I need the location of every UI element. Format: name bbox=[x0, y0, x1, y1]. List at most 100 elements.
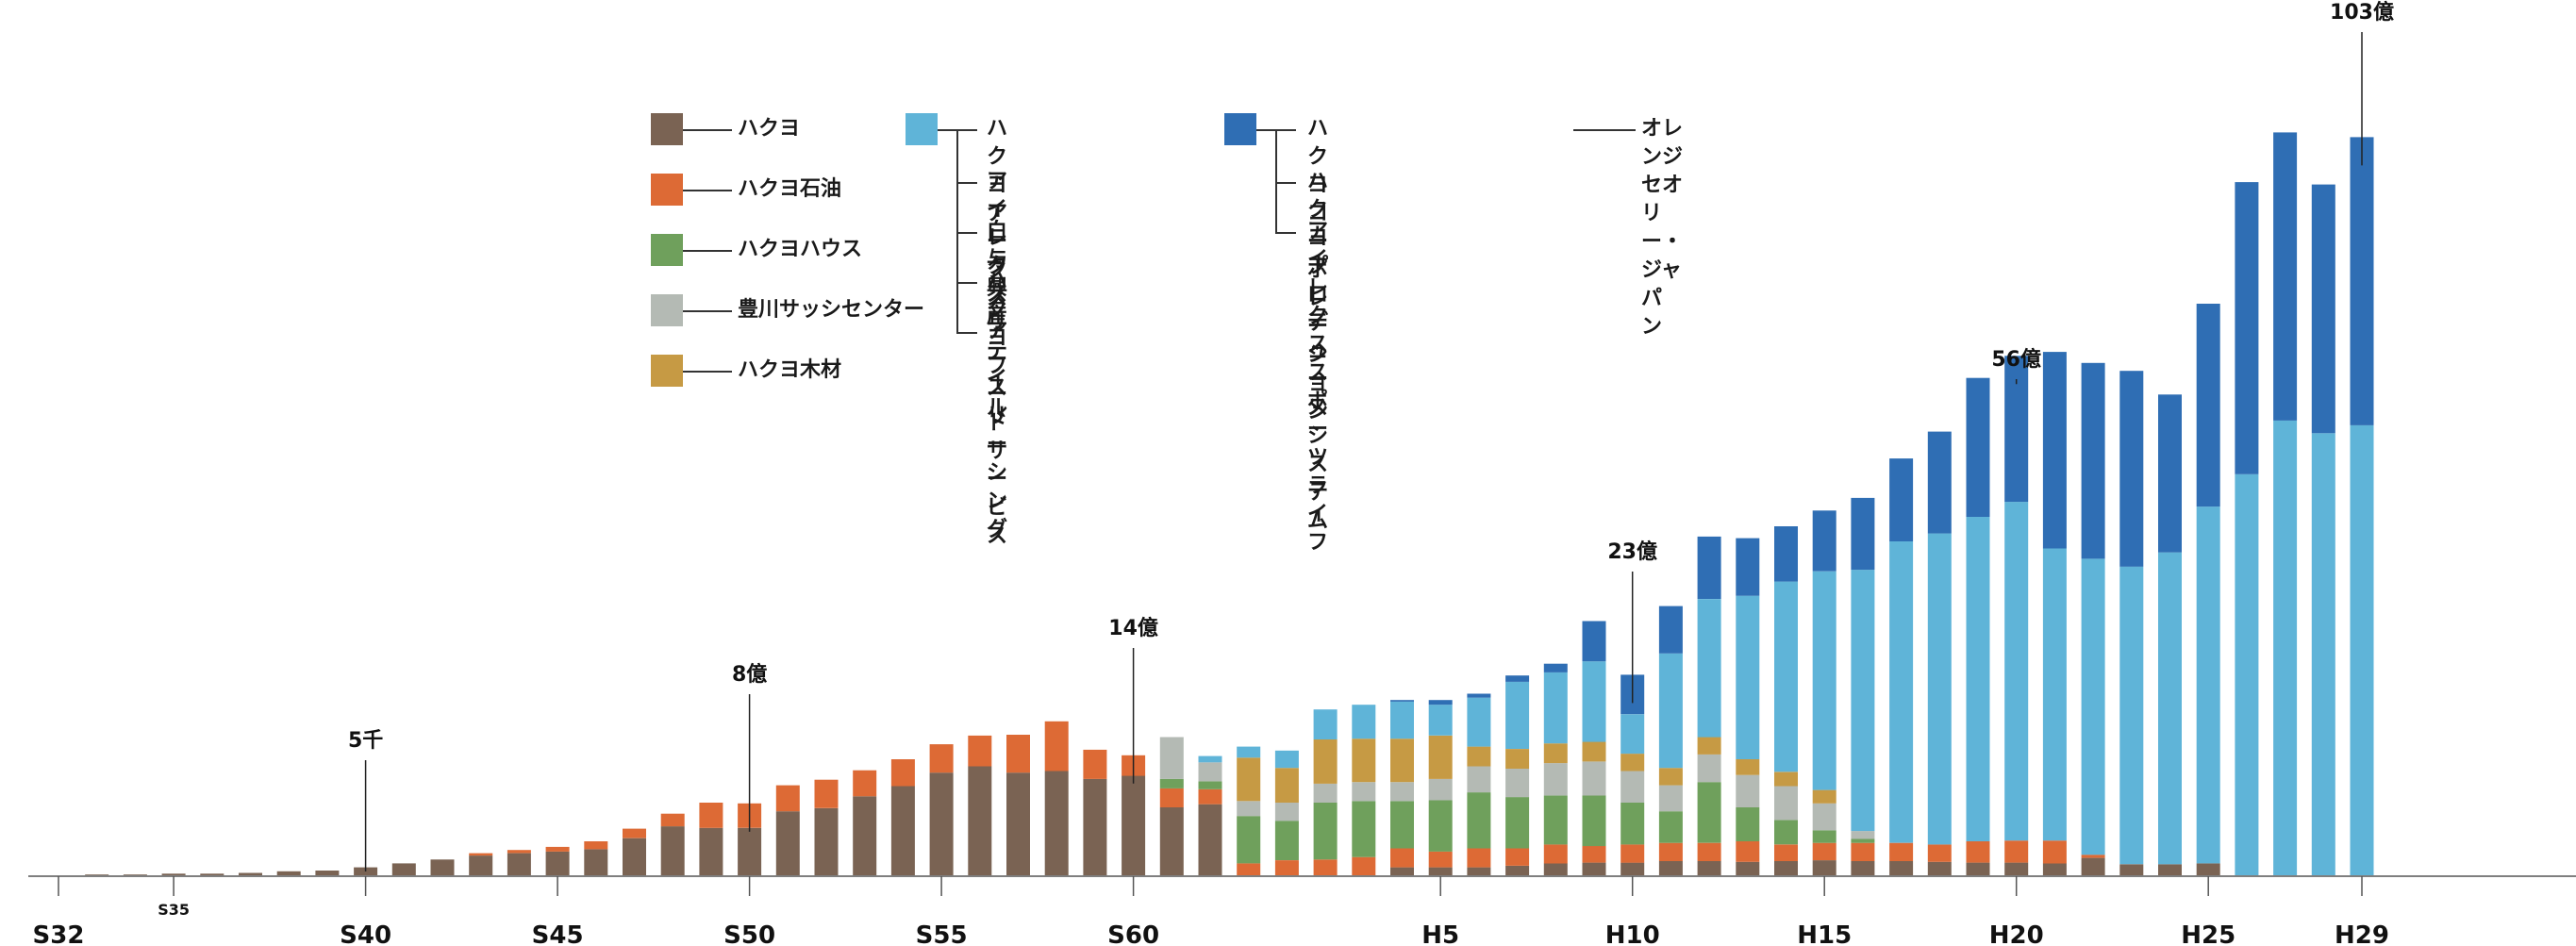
bar-segment-H6-series-6 bbox=[1467, 693, 1491, 698]
legend-label-sub: アースリーシング bbox=[987, 320, 1008, 541]
bar-segment-H19-series-1 bbox=[1966, 841, 1990, 863]
bar-segment-H16-series-2 bbox=[1851, 838, 1875, 843]
bar-segment-H21-series-1 bbox=[2042, 840, 2067, 864]
bar-segment-S34-series-0 bbox=[123, 874, 147, 875]
bar-segment-H24-series-6 bbox=[2158, 394, 2182, 553]
bar-segment-H1-series-4 bbox=[1274, 768, 1299, 803]
bar-segment-H28-series-6 bbox=[2311, 184, 2335, 434]
annotation-label-S50: 8億 bbox=[732, 662, 767, 687]
bar-segment-H8-series-2 bbox=[1543, 795, 1568, 845]
bar-segment-H16-series-6 bbox=[1851, 497, 1875, 571]
bar-segment-H6-series-3 bbox=[1467, 766, 1491, 793]
bar-segment-H20-series-5 bbox=[2004, 502, 2029, 841]
bar-segment-S47-series-0 bbox=[623, 838, 646, 875]
bar-segment-S52-series-0 bbox=[814, 807, 839, 875]
bar-segment-H7-series-1 bbox=[1505, 848, 1530, 866]
bar-segment-S62-series-0 bbox=[1198, 804, 1222, 875]
bar-segment-H12-series-2 bbox=[1697, 782, 1721, 843]
legend-tree-line bbox=[1275, 129, 1277, 233]
bar-segment-H17-series-0 bbox=[1889, 860, 1914, 875]
bar-segment-H4-series-1 bbox=[1390, 848, 1414, 868]
bar-segment-H8-series-6 bbox=[1543, 663, 1568, 672]
legend-label: 豊川サッシセンター bbox=[738, 298, 925, 322]
bar-segment-H15-series-6 bbox=[1812, 510, 1836, 572]
bar-segment-H14-series-4 bbox=[1774, 772, 1798, 787]
bar-segment-H2-series-2 bbox=[1313, 803, 1338, 860]
bar-segment-H11-series-1 bbox=[1658, 842, 1683, 861]
legend-label-sub: 白与興産 bbox=[987, 220, 1008, 328]
bar-segment-H28-series-5 bbox=[2311, 433, 2335, 875]
annotation-label-H20: 56億 bbox=[1991, 347, 2041, 372]
x-tick-label-S40: S40 bbox=[340, 921, 391, 946]
bar-segment-H3-series-4 bbox=[1352, 739, 1376, 783]
bar-segment-S43-series-0 bbox=[469, 855, 493, 875]
annotations-layer: 5千 8億 14億 23億 56億 103億 bbox=[348, 0, 2394, 871]
bar-segment-H13-series-2 bbox=[1736, 807, 1760, 841]
bar-segment-S52-series-1 bbox=[814, 779, 839, 808]
bar-segment-H13-series-3 bbox=[1736, 774, 1760, 807]
bar-segment-H2-series-3 bbox=[1313, 783, 1338, 803]
bar-segment-S48-series-0 bbox=[660, 826, 685, 875]
bar-segment-H6-series-2 bbox=[1467, 792, 1491, 849]
bar-segment-H7-series-2 bbox=[1505, 797, 1530, 849]
bar-segment-H4-series-5 bbox=[1390, 701, 1414, 739]
bar-segment-H1-series-5 bbox=[1274, 750, 1299, 769]
bar-segment-H15-series-4 bbox=[1812, 789, 1836, 804]
x-tick-label-S32: S32 bbox=[33, 921, 85, 946]
bar-segment-H7-series-5 bbox=[1505, 681, 1530, 749]
bar-segment-S49-series-1 bbox=[699, 803, 723, 828]
legend-connector bbox=[1275, 232, 1296, 234]
bar-segment-H12-series-4 bbox=[1697, 737, 1721, 755]
bar-segment-H6-series-0 bbox=[1467, 867, 1491, 875]
bar-segment-H10-series-0 bbox=[1620, 862, 1645, 875]
bar-segment-H23-series-5 bbox=[2119, 566, 2144, 865]
bar-segment-S50-series-0 bbox=[738, 827, 762, 875]
annotation-label-S60: 14億 bbox=[1108, 616, 1158, 640]
bar-segment-H21-series-6 bbox=[2042, 352, 2067, 549]
bar-segment-H15-series-2 bbox=[1812, 830, 1836, 843]
legend-connector bbox=[956, 282, 977, 284]
bar-segment-H8-series-4 bbox=[1543, 743, 1568, 764]
bar-segment-H5-series-6 bbox=[1428, 700, 1453, 705]
bar-segment-S53-series-0 bbox=[853, 796, 877, 875]
bar-segment-H15-series-1 bbox=[1812, 842, 1836, 861]
bar-segment-H16-series-0 bbox=[1851, 860, 1875, 875]
bar-segment-S38-series-0 bbox=[276, 871, 301, 875]
bar-segment-S41-series-0 bbox=[391, 863, 416, 875]
annotation-label-S40: 5千 bbox=[348, 729, 383, 753]
x-tick-label-S45: S45 bbox=[532, 921, 584, 946]
bar-segment-H4-series-6 bbox=[1390, 700, 1414, 702]
bar-segment-H15-series-0 bbox=[1812, 860, 1836, 875]
bar-segment-H14-series-5 bbox=[1774, 581, 1798, 772]
bar-segment-H13-series-5 bbox=[1736, 595, 1760, 759]
bar-segment-S51-series-0 bbox=[775, 811, 800, 875]
bar-segment-H8-series-1 bbox=[1543, 844, 1568, 864]
swatch-sekiyu bbox=[651, 174, 683, 206]
bar-segment-S49-series-0 bbox=[699, 827, 723, 875]
x-tick-label-H10: H10 bbox=[1605, 921, 1660, 946]
bar-segment-S54-series-1 bbox=[890, 759, 915, 787]
swatch-sash bbox=[651, 294, 683, 326]
legend-connector bbox=[683, 310, 732, 312]
x-tick-label-S50: S50 bbox=[723, 921, 775, 946]
bar-segment-H7-series-3 bbox=[1505, 769, 1530, 798]
bar-segment-H3-series-1 bbox=[1352, 856, 1376, 875]
bar-segment-S63-series-5 bbox=[1237, 746, 1261, 758]
bar-segment-H9-series-0 bbox=[1582, 862, 1606, 875]
x-tick-label-H5: H5 bbox=[1421, 921, 1459, 946]
bar-segment-H19-series-6 bbox=[1966, 377, 1990, 517]
bar-segment-H11-series-5 bbox=[1658, 653, 1683, 769]
bar-segment-H16-series-5 bbox=[1851, 570, 1875, 832]
bar-segment-H24-series-0 bbox=[2158, 864, 2182, 875]
bar-segment-H13-series-4 bbox=[1736, 759, 1760, 775]
bar-segment-H8-series-5 bbox=[1543, 672, 1568, 744]
bar-segment-H6-series-5 bbox=[1467, 697, 1491, 747]
bar-segment-H18-series-5 bbox=[1927, 533, 1952, 845]
legend-label-sub: ハクヨプロデュースシステム bbox=[1307, 170, 1329, 533]
x-tick-label-S60: S60 bbox=[1107, 921, 1159, 946]
bar-segment-S45-series-0 bbox=[545, 851, 570, 875]
bar-segment-S48-series-1 bbox=[660, 813, 685, 827]
bar-segment-H14-series-1 bbox=[1774, 844, 1798, 861]
bar-segment-H12-series-3 bbox=[1697, 754, 1721, 783]
x-tick-label-S55: S55 bbox=[916, 921, 968, 946]
